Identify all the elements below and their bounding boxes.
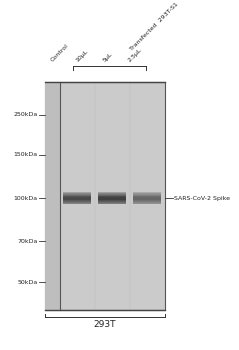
Bar	[63, 203, 91, 204]
Bar	[133, 201, 161, 202]
Bar	[133, 203, 161, 204]
Bar	[98, 198, 126, 199]
Bar	[63, 191, 91, 193]
Bar	[98, 195, 126, 196]
Bar	[45, 82, 165, 310]
Bar	[63, 197, 91, 198]
Bar	[63, 202, 91, 203]
Bar	[133, 193, 161, 194]
Bar	[133, 200, 161, 201]
Text: Control: Control	[50, 43, 70, 63]
Bar	[63, 196, 91, 197]
Bar	[98, 191, 126, 193]
Bar	[133, 191, 161, 193]
Text: 70kDa: 70kDa	[17, 239, 38, 244]
Bar	[98, 194, 126, 195]
Bar	[133, 196, 161, 197]
Bar	[133, 195, 161, 196]
Text: 5μL: 5μL	[102, 51, 114, 63]
Text: 293T: 293T	[94, 320, 116, 329]
Bar	[98, 201, 126, 202]
Bar	[133, 199, 161, 201]
Text: 250kDa: 250kDa	[13, 112, 38, 117]
Bar	[133, 197, 161, 198]
Text: 2.5μL: 2.5μL	[127, 47, 143, 63]
Text: 150kDa: 150kDa	[14, 152, 38, 157]
Bar	[63, 200, 91, 201]
Text: SARS-CoV-2 Spike: SARS-CoV-2 Spike	[174, 196, 230, 201]
Bar	[98, 200, 126, 201]
Text: 100kDa: 100kDa	[14, 196, 38, 201]
Bar	[63, 194, 91, 195]
Bar	[133, 202, 161, 203]
Bar	[133, 194, 161, 195]
Text: Transfected  293T-S1: Transfected 293T-S1	[130, 1, 180, 51]
Text: 50kDa: 50kDa	[17, 280, 38, 285]
Bar	[98, 199, 126, 201]
Bar	[63, 201, 91, 202]
Bar	[98, 193, 126, 194]
Bar	[98, 202, 126, 203]
Bar	[133, 198, 161, 199]
Bar	[63, 195, 91, 196]
Bar	[63, 193, 91, 194]
Bar	[63, 199, 91, 201]
Bar	[98, 197, 126, 198]
Bar	[63, 198, 91, 199]
Bar	[98, 196, 126, 197]
Text: 10μL: 10μL	[75, 49, 89, 63]
Bar	[98, 203, 126, 204]
Bar	[45, 82, 60, 310]
